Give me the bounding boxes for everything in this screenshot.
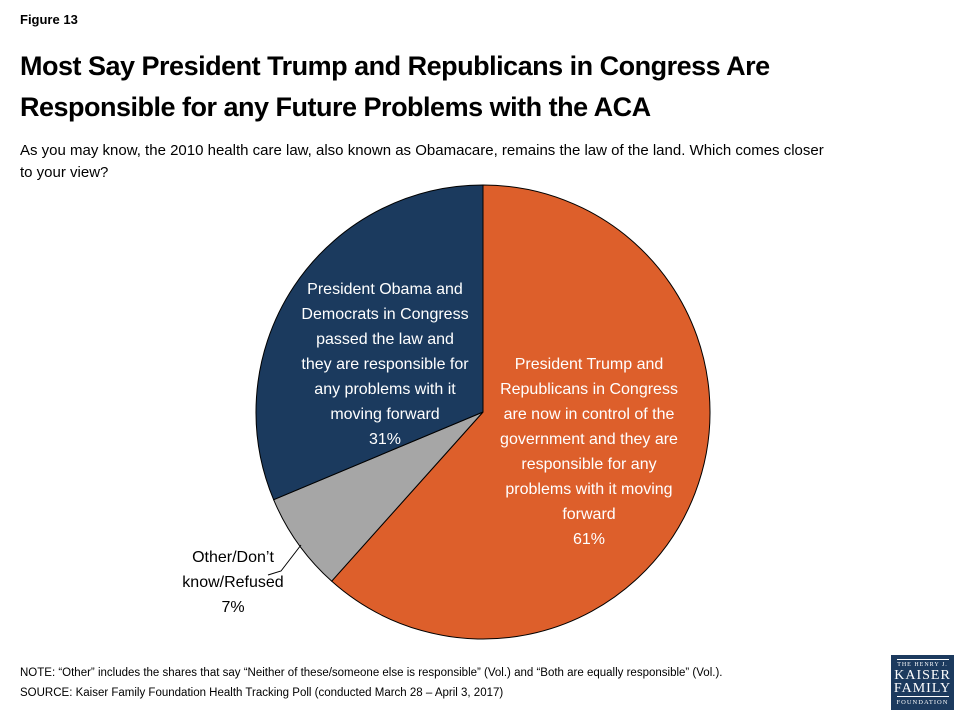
pie-label-other-segment: Other/Don’t know/Refused 7% xyxy=(182,549,284,616)
logo-the-henry-j: THE HENRY J. xyxy=(897,662,948,668)
logo-kaiser: KAISER xyxy=(894,668,951,683)
survey-question: As you may know, the 2010 health care la… xyxy=(20,142,824,181)
logo-family: FAMILY xyxy=(893,681,952,696)
kff-logo: THE HENRY J. KAISER FAMILY FOUNDATION xyxy=(891,655,954,710)
page-title: Most Say President Trump and Republicans… xyxy=(20,51,770,122)
pie-label-trump-segment: President Trump and Republicans in Congr… xyxy=(500,356,678,548)
source-text: SOURCE: Kaiser Family Foundation Health … xyxy=(20,687,504,699)
note-text: NOTE: “Other” includes the shares that s… xyxy=(20,667,723,679)
logo-foundation: FOUNDATION xyxy=(896,699,949,706)
pie-label-obama-segment: President Obama and Democrats in Congres… xyxy=(301,281,469,448)
figure-label: Figure 13 xyxy=(20,12,78,27)
logo-bottom-rule xyxy=(896,696,949,697)
logo-top-rule xyxy=(896,659,949,660)
